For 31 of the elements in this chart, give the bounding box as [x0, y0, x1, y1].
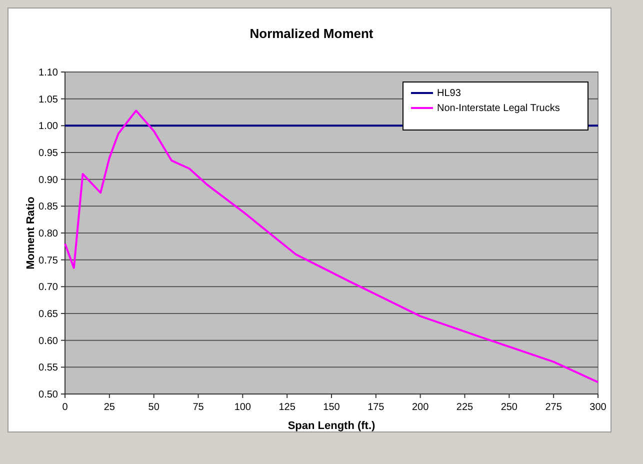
y-tick-label: 0.95: [38, 148, 58, 159]
y-tick-label: 0.50: [38, 390, 58, 400]
legend-label: HL93: [437, 88, 462, 99]
y-tick-label: 0.80: [38, 228, 58, 240]
y-tick-label: 1.00: [38, 121, 58, 132]
y-tick-label: 0.90: [38, 174, 58, 186]
x-tick-label: 275: [545, 402, 562, 413]
x-tick-label: 125: [278, 402, 296, 413]
legend-label: Non-Interstate Legal Trucks: [437, 103, 560, 114]
chart-title: Normalized Moment: [250, 26, 374, 41]
y-tick-label: 1.10: [38, 68, 58, 78]
x-axis-title: Span Length (ft.): [288, 420, 376, 432]
x-tick-label: 150: [323, 402, 340, 413]
x-tick-label: 75: [192, 402, 204, 413]
x-tick-label: 175: [368, 402, 385, 413]
x-tick-label: 300: [590, 402, 607, 413]
y-tick-label: 0.60: [38, 336, 58, 347]
y-tick-label: 0.55: [38, 362, 58, 374]
x-tick-label: 0: [62, 402, 68, 413]
y-tick-label: 0.85: [38, 202, 58, 213]
x-tick-label: 100: [234, 402, 252, 413]
y-tick-label: 0.65: [38, 309, 58, 320]
x-tick-label: 50: [148, 402, 160, 413]
x-tick-label: 25: [104, 402, 116, 413]
y-axis-title: Moment Ratio: [25, 196, 37, 270]
y-tick-label: 1.05: [38, 94, 58, 106]
x-tick-label: 250: [500, 402, 518, 413]
x-tick-label: 225: [456, 402, 474, 413]
y-tick-label: 0.70: [38, 282, 58, 294]
x-tick-label: 200: [412, 402, 430, 413]
y-tick-label: 0.75: [38, 255, 58, 266]
